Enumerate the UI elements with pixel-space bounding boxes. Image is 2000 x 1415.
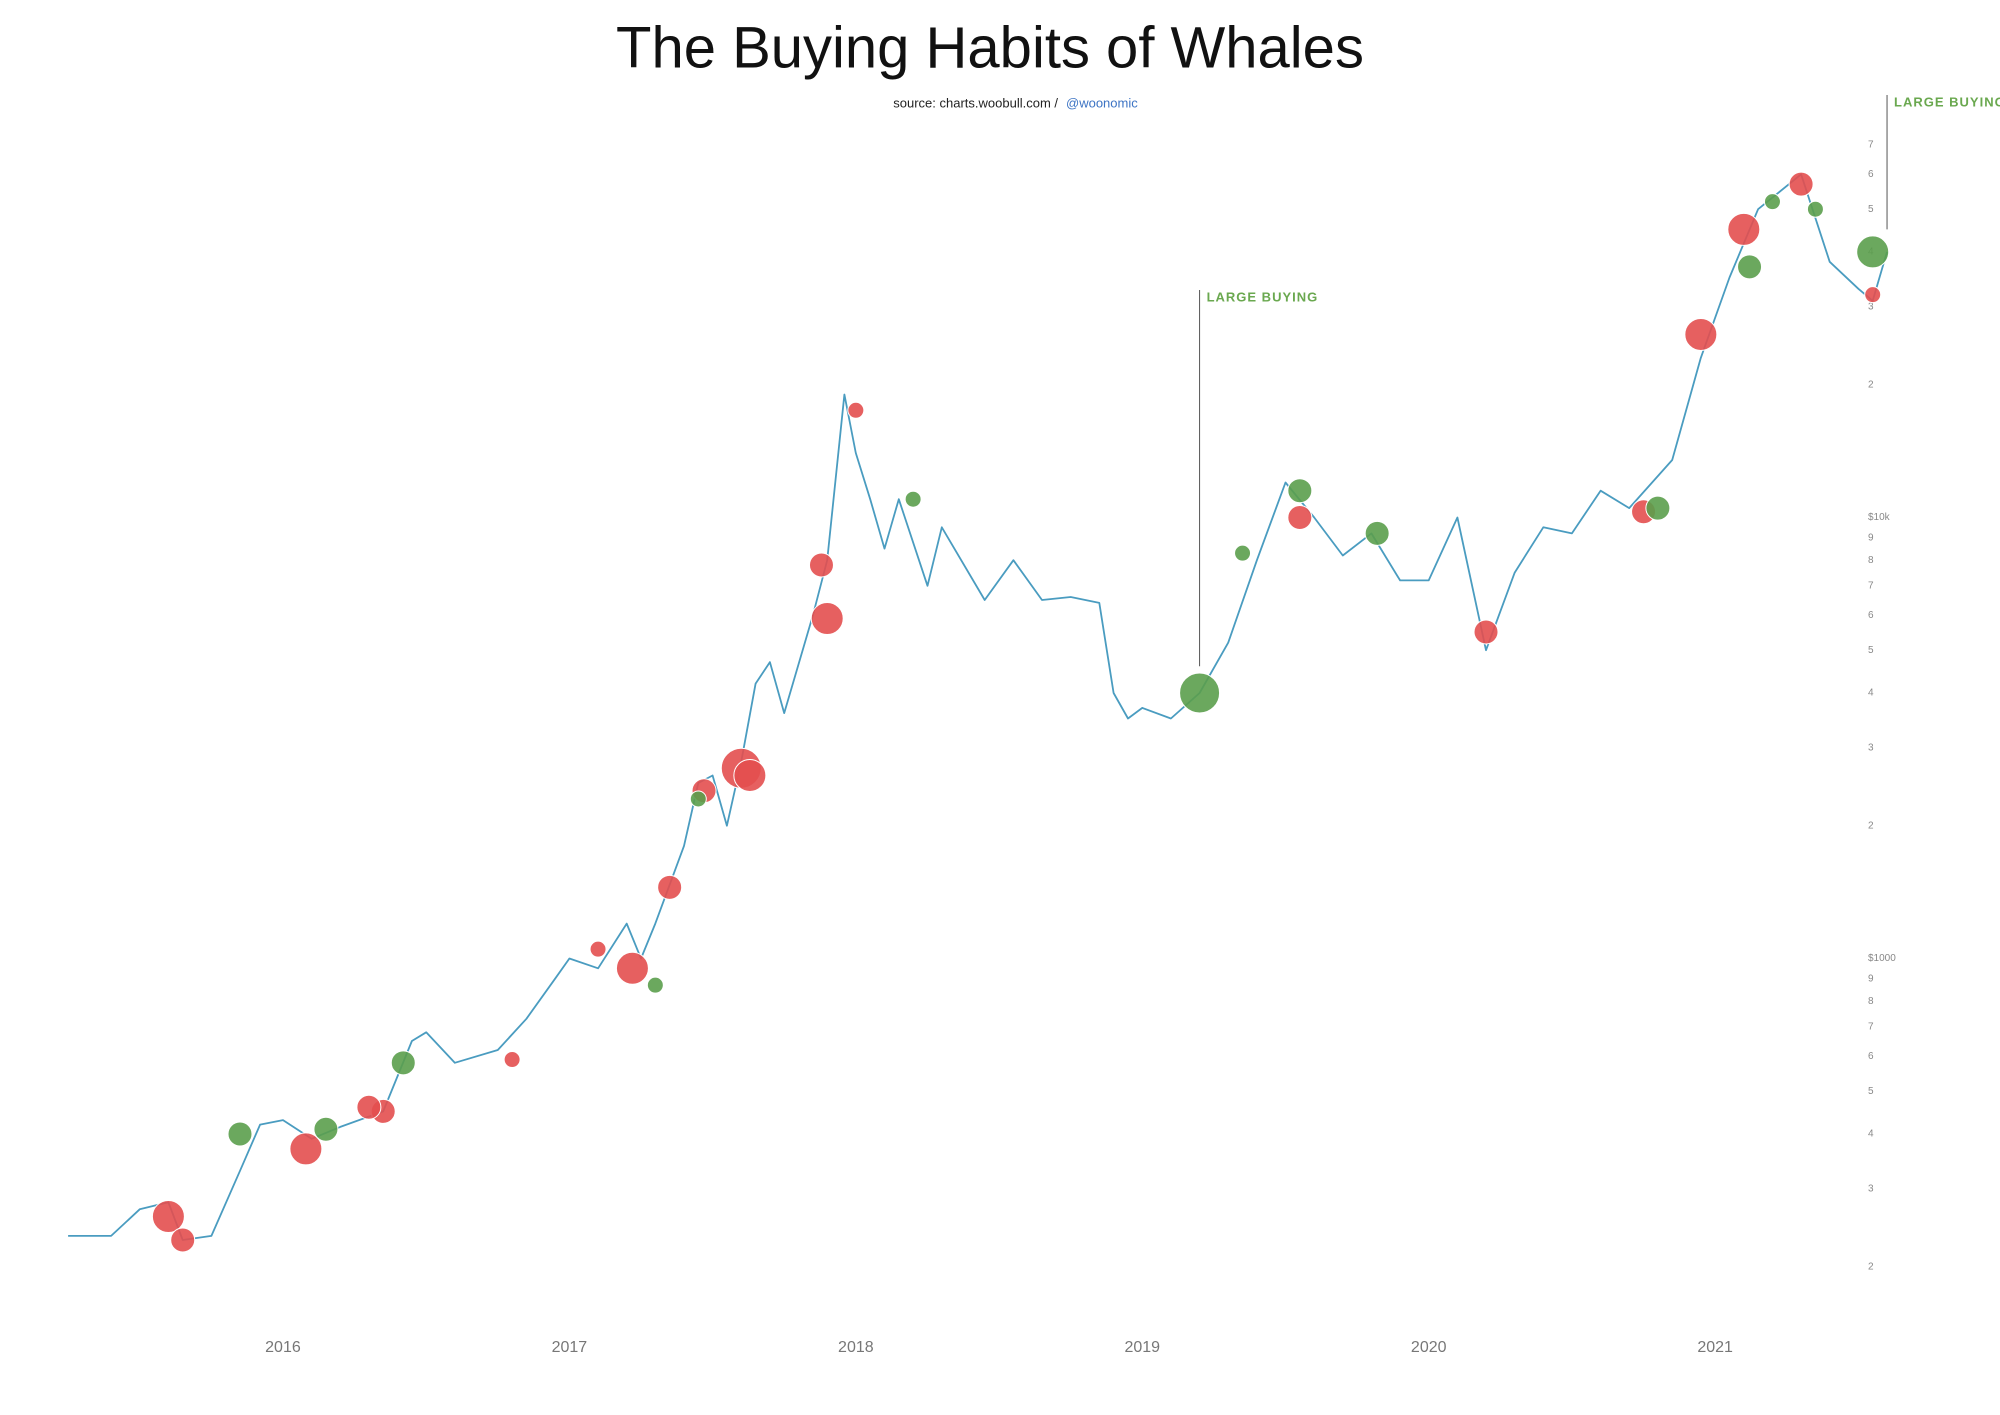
whale-bubble <box>1763 193 1781 211</box>
whale-bubble <box>1179 672 1221 714</box>
whale-bubble <box>733 758 767 792</box>
price-line <box>68 173 1888 1241</box>
y-tick-label: 2 <box>1868 820 1874 831</box>
x-tick-label: 2019 <box>1124 1339 1160 1356</box>
whale-bubble <box>1864 286 1882 304</box>
whale-bubble <box>657 874 683 900</box>
x-tick-label: 2021 <box>1697 1339 1733 1356</box>
y-tick-label: 5 <box>1868 645 1874 656</box>
y-tick-label: 6 <box>1868 610 1874 621</box>
y-tick-label: 3 <box>1868 1184 1874 1195</box>
whale-bubble <box>1645 495 1671 521</box>
x-tick-label: 2020 <box>1411 1339 1447 1356</box>
y-tick-label: 3 <box>1868 302 1874 313</box>
x-tick-label: 2018 <box>838 1339 874 1356</box>
whale-bubble <box>1856 235 1890 269</box>
y-tick-label: 9 <box>1868 532 1874 543</box>
whale-bubble <box>289 1132 323 1166</box>
y-tick-label: 5 <box>1868 204 1874 215</box>
whale-bubble <box>810 602 844 636</box>
y-tick-label: 2 <box>1868 1261 1874 1272</box>
whale-bubble <box>503 1051 521 1069</box>
y-tick-label: 8 <box>1868 555 1874 566</box>
whale-bubble <box>646 976 664 994</box>
whale-bubble <box>1234 544 1252 562</box>
y-tick-label: 9 <box>1868 973 1874 984</box>
whale-bubble <box>1806 200 1824 218</box>
whale-bubble <box>356 1094 382 1120</box>
y-tick-label: 4 <box>1868 1129 1874 1140</box>
y-tick-label: $10k <box>1868 512 1891 523</box>
y-tick-label: 6 <box>1868 1051 1874 1062</box>
y-tick-label: $1000 <box>1868 953 1896 964</box>
y-tick-label: 2 <box>1868 379 1874 390</box>
whale-bubble <box>1684 317 1718 351</box>
annotation-label: LARGE BUYING <box>1207 289 1319 304</box>
whale-bubble <box>689 790 707 808</box>
whale-bubble <box>1364 520 1390 546</box>
y-tick-label: 7 <box>1868 1021 1874 1032</box>
whale-bubble <box>808 552 834 578</box>
whale-bubble <box>1287 478 1313 504</box>
y-tick-label: 4 <box>1868 688 1874 699</box>
whale-bubble <box>589 940 607 958</box>
whale-bubble <box>313 1116 339 1142</box>
whale-bubble <box>904 490 922 508</box>
whale-bubble <box>170 1227 196 1253</box>
whale-bubble <box>151 1199 185 1233</box>
whale-bubble <box>227 1121 253 1147</box>
x-tick-label: 2017 <box>552 1339 588 1356</box>
y-tick-label: 8 <box>1868 996 1874 1007</box>
whale-bubble <box>1473 619 1499 645</box>
y-tick-label: 3 <box>1868 743 1874 754</box>
whale-bubble <box>1287 504 1313 530</box>
x-tick-label: 2016 <box>265 1339 301 1356</box>
whale-bubble <box>1737 254 1763 280</box>
y-tick-label: 6 <box>1868 169 1874 180</box>
whale-bubble <box>847 401 865 419</box>
annotation-label: LARGE BUYING <box>1894 94 2000 109</box>
whale-bubble <box>615 951 649 985</box>
subtitle-link[interactable]: @woonomic <box>1066 95 1138 110</box>
whale-bubble <box>1788 171 1814 197</box>
chart-title: The Buying Habits of Whales <box>616 15 1364 80</box>
subtitle: source: charts.woobull.com / <box>893 95 1058 110</box>
whale-bubble <box>390 1050 416 1076</box>
y-tick-label: 7 <box>1868 139 1874 150</box>
y-tick-label: 7 <box>1868 580 1874 591</box>
whale-bubble <box>1727 212 1761 246</box>
y-tick-label: 5 <box>1868 1086 1874 1097</box>
